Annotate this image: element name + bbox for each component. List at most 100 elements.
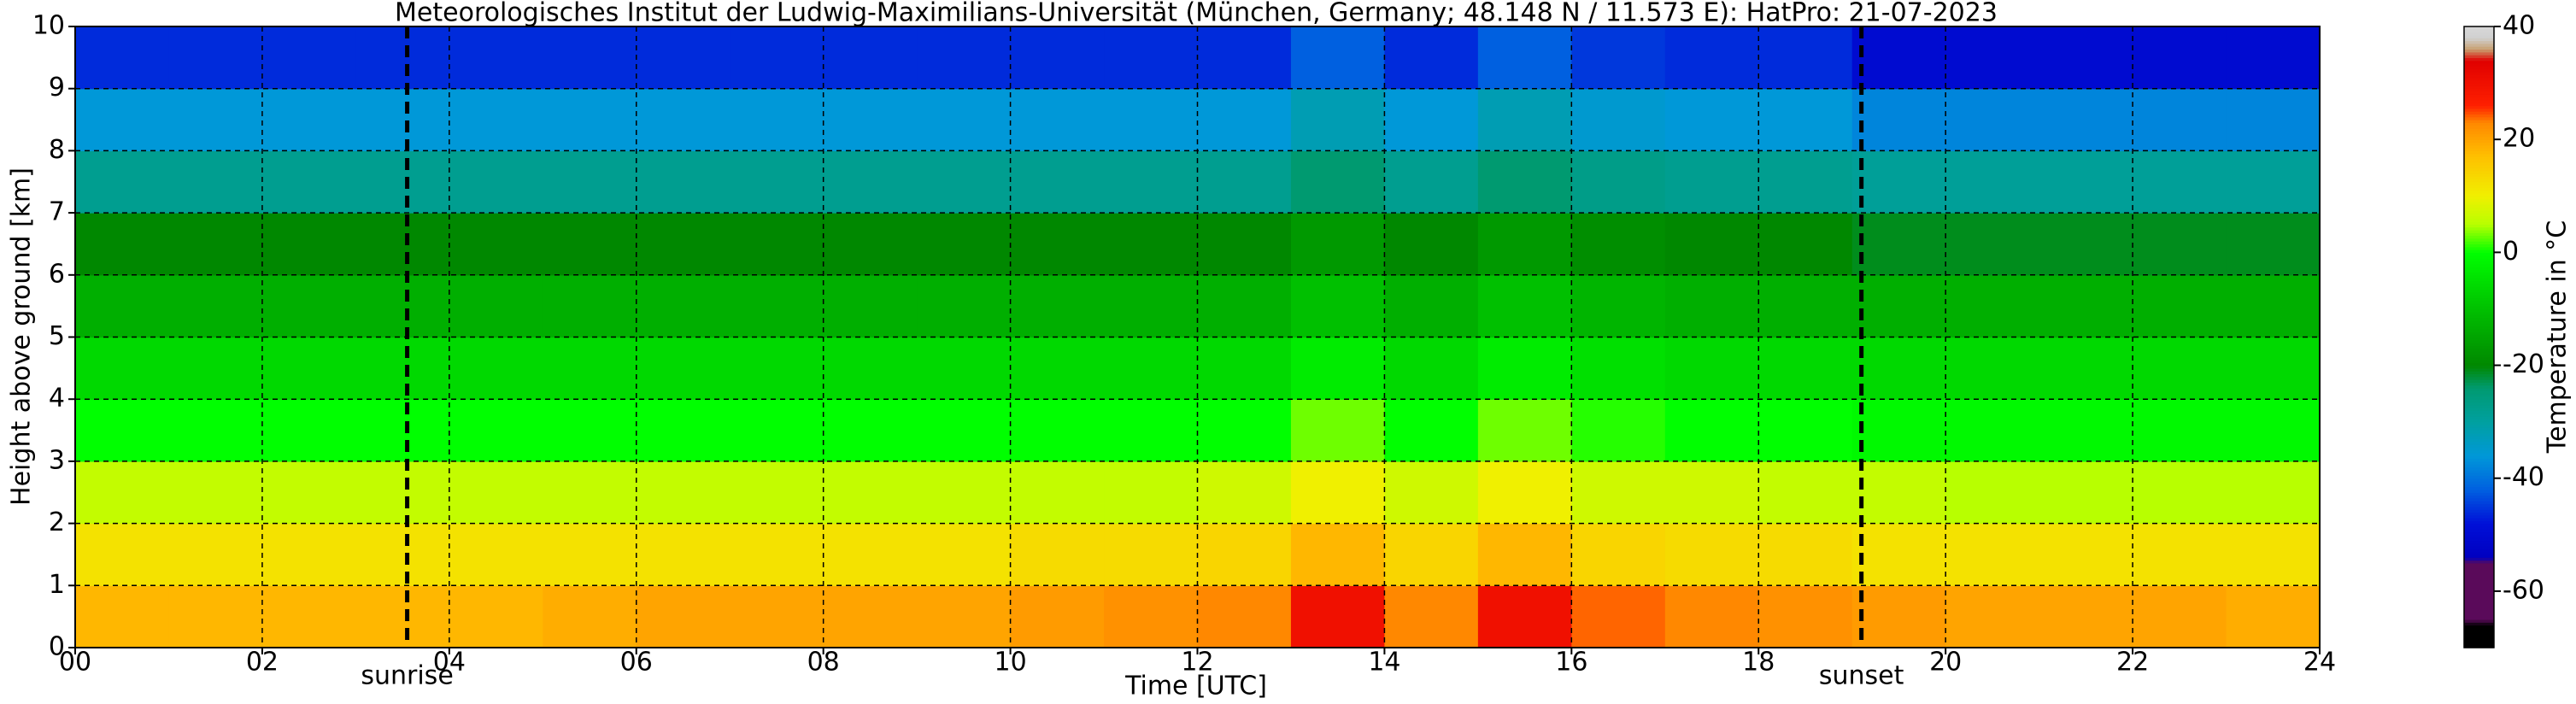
heatmap-cell: [1571, 337, 1666, 400]
x-axis-label: Time [UTC]: [1124, 672, 1267, 701]
colorbar-swatch: [2464, 266, 2494, 270]
x-tick-label: 14: [1368, 648, 1400, 678]
colorbar-swatch: [2464, 432, 2494, 437]
colorbar-swatch: [2464, 512, 2494, 516]
x-tick-label: 16: [1555, 648, 1587, 678]
colorbar-swatch: [2464, 77, 2494, 81]
heatmap-cell: [1664, 399, 1759, 462]
colorbar-swatch: [2464, 449, 2494, 454]
colorbar-swatch: [2464, 38, 2494, 42]
x-tick-label: 04: [433, 648, 466, 678]
colorbar-swatch: [2464, 452, 2494, 456]
heatmap-cell: [1010, 213, 1105, 276]
colorbar-swatch: [2464, 390, 2494, 395]
colorbar-tick-label: 20: [2503, 124, 2535, 154]
heatmap-cell: [2133, 150, 2227, 214]
heatmap-cell: [1664, 26, 1759, 90]
colorbar-swatch: [2464, 343, 2494, 347]
heatmap-cell: [730, 337, 824, 400]
colorbar-swatch: [2464, 625, 2494, 629]
heatmap-cell: [1197, 213, 1292, 276]
heatmap-cell: [543, 88, 637, 151]
heatmap-cell: [917, 399, 1012, 462]
heatmap-cell: [917, 274, 1012, 338]
colorbar-swatch: [2464, 235, 2494, 239]
colorbar-swatch: [2464, 108, 2494, 112]
heatmap-cell: [1104, 26, 1199, 90]
heatmap-cell: [1851, 399, 1946, 462]
colorbar-swatch: [2464, 540, 2494, 544]
colorbar-swatch: [2464, 424, 2494, 428]
colorbar-swatch: [2464, 88, 2494, 92]
heatmap-cell: [2039, 461, 2133, 525]
heatmap-cell: [730, 523, 824, 586]
colorbar-swatch: [2464, 413, 2494, 417]
heatmap-cell: [917, 26, 1012, 90]
colorbar-swatch: [2464, 326, 2494, 330]
colorbar-swatch: [2464, 331, 2494, 335]
colorbar-swatch: [2464, 590, 2494, 595]
heatmap-cell: [1945, 337, 2040, 400]
colorbar-swatch: [2464, 599, 2494, 603]
heatmap-cell: [1851, 585, 1946, 648]
colorbar-swatch: [2464, 144, 2494, 149]
heatmap-cell: [823, 213, 918, 276]
colorbar-swatch: [2464, 607, 2494, 612]
heatmap-cell: [75, 88, 170, 151]
colorbar-swatch: [2464, 631, 2494, 635]
heatmap-cell: [2133, 274, 2227, 338]
heatmap-cell: [1571, 523, 1666, 586]
heatmap-cell: [75, 461, 170, 525]
y-tick-label: 10: [32, 11, 65, 41]
heatmap-cell: [449, 523, 543, 586]
heatmap-cell: [1477, 88, 1572, 151]
colorbar-swatch: [2464, 365, 2494, 369]
x-tick-label: 00: [59, 648, 91, 678]
colorbar-swatch: [2464, 622, 2494, 626]
colorbar-swatch: [2464, 633, 2494, 637]
colorbar-swatch: [2464, 399, 2494, 403]
colorbar-frame: [2463, 26, 2495, 648]
heatmap-cell: [1384, 461, 1479, 525]
heatmap-cell: [1758, 88, 1853, 151]
heatmap-cell: [636, 461, 731, 525]
heatmap-cell: [1571, 399, 1666, 462]
heatmap-cell: [355, 585, 450, 648]
colorbar-swatch: [2464, 546, 2494, 549]
colorbar-swatch: [2464, 164, 2494, 168]
heatmap-cell: [823, 399, 918, 462]
colorbar-swatch: [2464, 337, 2494, 341]
colorbar-swatch: [2464, 376, 2494, 380]
y-tick-label: 0: [49, 632, 65, 662]
colorbar-swatch: [2464, 201, 2494, 205]
colorbar-swatch: [2464, 283, 2494, 287]
colorbar-swatch: [2464, 272, 2494, 276]
heatmap-cell: [1104, 88, 1199, 151]
heatmap-cell: [1104, 399, 1199, 462]
annotation-label: sunset: [1819, 661, 1904, 691]
colorbar-swatch: [2464, 503, 2494, 507]
heatmap-cell: [168, 523, 263, 586]
colorbar-swatch: [2464, 639, 2494, 642]
colorbar-swatch: [2464, 60, 2494, 64]
colorbar-swatch: [2464, 94, 2494, 98]
colorbar-swatch: [2464, 529, 2494, 533]
colorbar-swatch: [2464, 261, 2494, 265]
heatmap-cell: [1945, 88, 2040, 151]
colorbar-swatch: [2464, 517, 2494, 521]
heatmap-cell: [2226, 461, 2321, 525]
colorbar-swatch: [2464, 447, 2494, 451]
colorbar-swatch: [2464, 238, 2494, 242]
heatmap-cell: [1758, 274, 1853, 338]
heatmap-cell: [2039, 88, 2133, 151]
colorbar-swatch: [2464, 642, 2494, 646]
colorbar-swatch: [2464, 213, 2494, 217]
colorbar-swatch: [2464, 520, 2494, 525]
colorbar-swatch: [2464, 26, 2494, 30]
colorbar-swatch: [2464, 190, 2494, 194]
heatmap-cell: [1758, 461, 1853, 525]
colorbar-swatch: [2464, 419, 2494, 423]
heatmap-cell: [1104, 150, 1199, 214]
heatmap-cell: [449, 88, 543, 151]
colorbar-swatch: [2464, 136, 2494, 140]
